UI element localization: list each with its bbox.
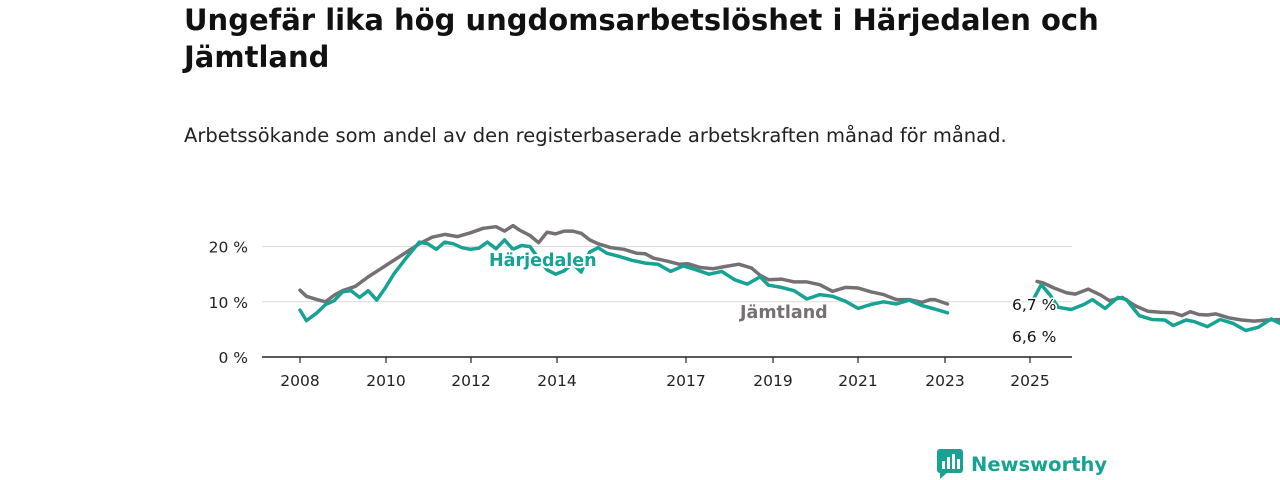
x-tick-label: 2019 (753, 372, 792, 390)
series-label: Härjedalen (489, 251, 597, 271)
x-tick-label: 2021 (838, 372, 877, 390)
chart-title: Ungefär lika hög ungdomsarbetslöshet i H… (184, 3, 1099, 74)
x-tick-label: 2023 (925, 372, 964, 390)
end-value-label: 6,6 % (1012, 328, 1056, 346)
brand-logo: Newsworthy (937, 448, 1107, 480)
series-line (1035, 279, 1280, 323)
bar-chart-speech-bubble-icon (937, 449, 963, 479)
chart-subtitle: Arbetssökande som andel av den registerb… (184, 124, 1007, 147)
x-tick-label: 2017 (666, 372, 705, 390)
end-value-label: 6,7 % (1012, 296, 1056, 314)
y-tick-label: 0 % (218, 349, 248, 367)
x-tick-label: 2014 (537, 372, 576, 390)
y-tick-label: 10 % (209, 294, 248, 312)
x-tick-label: 2025 (1010, 372, 1049, 390)
series-line (596, 242, 950, 306)
series-line (298, 238, 600, 323)
brand-name: Newsworthy (971, 452, 1108, 476)
series-line (1030, 282, 1280, 333)
x-tick-label: 2008 (280, 372, 319, 390)
x-tick-label: 2012 (451, 372, 490, 390)
series-line (596, 245, 950, 315)
y-tick-label: 20 % (209, 239, 248, 257)
x-tick-label: 2010 (366, 372, 405, 390)
series-label: Jämtland (739, 303, 828, 323)
